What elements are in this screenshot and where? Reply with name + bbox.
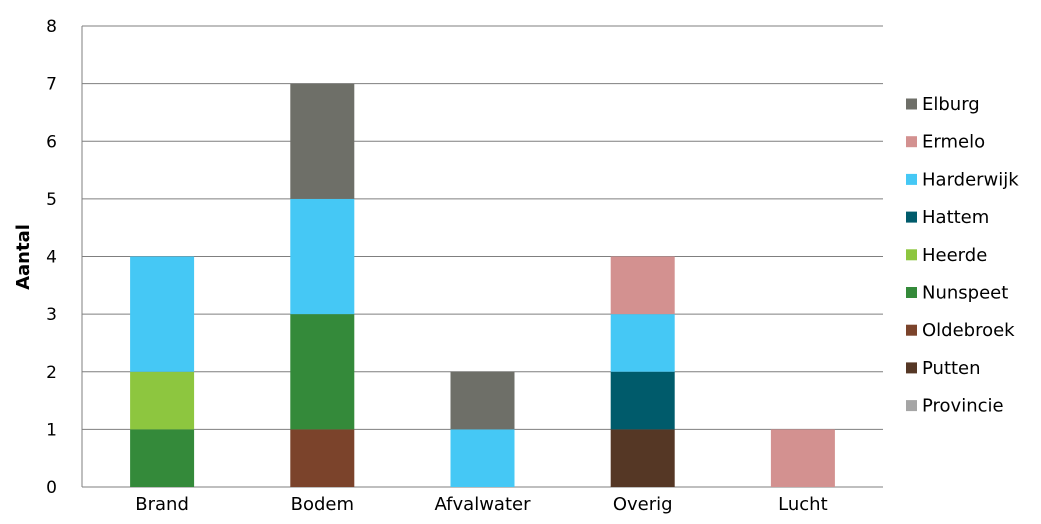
legend-swatch [906,287,917,298]
legend-item: Elburg [906,94,980,115]
legend-label: Elburg [922,94,980,115]
legend-swatch [906,249,917,261]
y-tick-label: 3 [46,305,57,325]
y-tick-label: 4 [46,248,57,268]
bar-segment-brand-heerde [130,371,195,430]
legend-item: Nunspeet [906,283,1008,304]
x-category-label: Brand [135,494,189,515]
legend: Elburg Ermelo Harderwijk Hattem Heerde Nunspe… [906,94,1019,417]
legend-label: Putten [922,358,981,379]
bar-segment-brand-harderwijk [130,256,195,372]
legend-swatch [906,211,917,223]
legend-item: Hattem [906,207,989,228]
bar-segment-overig-harderwijk [610,314,675,372]
legend-swatch [906,324,917,336]
x-category-label: Overig [613,494,673,515]
legend-label: Provincie [922,396,1004,417]
bar-segment-bodem-harderwijk [290,198,355,315]
x-category-label: Lucht [778,494,827,515]
legend-label: Ermelo [922,132,985,153]
legend-item: Oldebroek [906,320,1015,341]
bar-segment-afvalwater-harderwijk [450,429,515,487]
y-tick-label: 2 [46,363,57,383]
bar-segment-bodem-elburg [290,83,355,199]
y-tick-label: 0 [46,478,57,498]
y-axis-label: Aantal [13,224,34,290]
y-tick-label: 7 [46,75,57,95]
bar-segment-afvalwater-elburg [450,371,515,430]
legend-swatch [906,173,917,185]
y-tick-labels: 0 1 2 3 4 5 6 7 8 [46,17,57,498]
y-tick-label: 8 [46,17,57,37]
y-tick-label: 6 [46,132,57,152]
legend-label: Heerde [922,245,987,266]
legend-item: Ermelo [906,132,985,153]
bars [130,83,835,487]
bar-segment-overig-ermelo [610,256,675,315]
legend-item: Harderwijk [906,169,1019,190]
legend-label: Nunspeet [922,283,1008,304]
legend-swatch [906,400,917,412]
gridlines [82,25,883,488]
legend-item: Provincie [906,396,1004,417]
legend-swatch [906,362,917,374]
bar-segment-bodem-oldebroek [290,429,355,487]
x-category-labels: Brand Bodem Afvalwater Overig Lucht [135,494,827,515]
y-tick-label: 5 [46,190,57,210]
bar-segment-bodem-nunspeet [290,314,355,430]
y-tick-label: 1 [46,420,57,440]
bar-segment-overig-hattem [610,371,675,430]
legend-label: Hattem [922,207,989,228]
bar-segment-overig-putten [610,429,675,487]
legend-label: Harderwijk [922,169,1019,190]
legend-item: Putten [906,358,981,379]
legend-swatch [906,136,917,148]
bar-segment-brand-nunspeet [130,429,195,487]
bar-segment-lucht-ermelo [770,429,835,487]
x-category-label: Bodem [291,494,354,515]
legend-item: Heerde [906,245,987,266]
x-category-label: Afvalwater [435,494,532,515]
legend-swatch [906,98,917,110]
legend-label: Oldebroek [922,320,1015,341]
